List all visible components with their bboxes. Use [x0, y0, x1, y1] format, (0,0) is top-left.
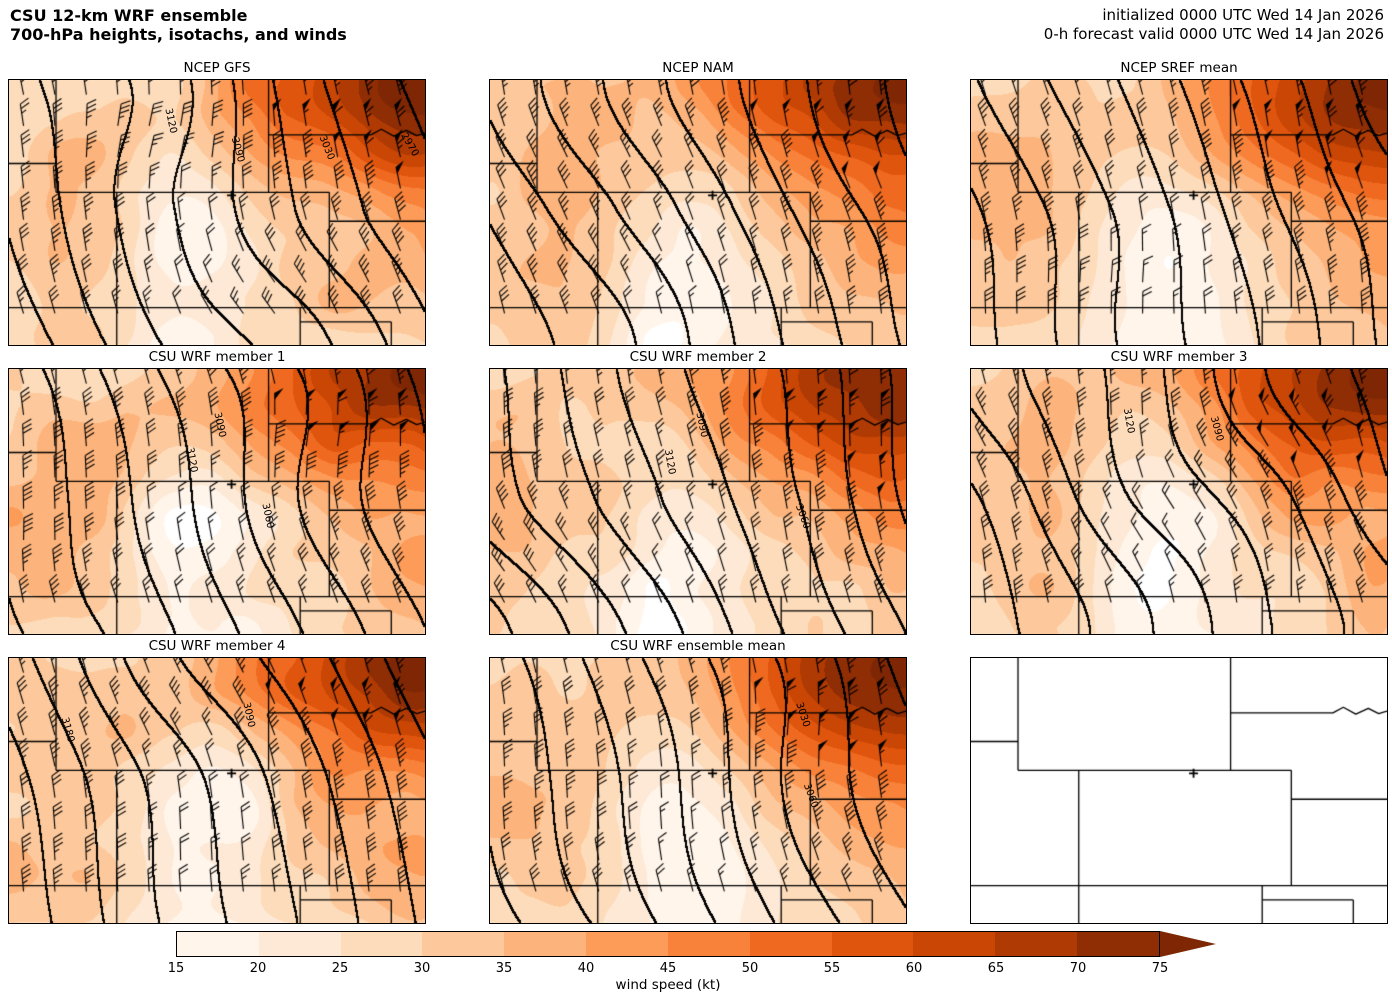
panel-cell: NCEP NAM — [489, 60, 907, 346]
panel-cell — [970, 638, 1388, 924]
map-canvas — [490, 658, 906, 923]
colorbar-tick-label: 30 — [413, 961, 431, 976]
panel-cell: CSU WRF member 1 3090 3120 3060 — [8, 349, 426, 635]
colorbar-tick-label: 55 — [823, 961, 841, 976]
panel-cell: CSU WRF member 4 3180 3090 — [8, 638, 426, 924]
colorbar-segment — [258, 932, 341, 956]
panel-title: CSU WRF member 4 — [148, 638, 286, 654]
panel-title: NCEP GFS — [183, 60, 251, 76]
colorbar-segment — [177, 932, 259, 956]
figure-title-line1: CSU 12-km WRF ensemble — [10, 6, 248, 25]
colorbar-label: wind speed (kt) — [615, 977, 721, 993]
colorbar-tick-label: 45 — [659, 961, 677, 976]
map-panel: 3090 3120 3060 — [489, 368, 907, 635]
panel-title: NCEP NAM — [662, 60, 734, 76]
colorbar-segment — [831, 932, 914, 956]
colorbar-tick-label: 50 — [741, 961, 759, 976]
panel-title: CSU WRF ensemble mean — [610, 638, 786, 654]
colorbar-segment — [1077, 932, 1159, 956]
map-panel: 3090 3120 3060 — [8, 368, 426, 635]
map-panel-blank — [970, 657, 1388, 924]
colorbar-tick-label: 35 — [495, 961, 513, 976]
panel-title: CSU WRF member 2 — [629, 349, 767, 365]
colorbar-tick-label: 65 — [987, 961, 1005, 976]
figure-title: CSU 12-km WRF ensemble 700-hPa heights, … — [10, 6, 347, 44]
panel-grid: NCEP GFS 3120 3090 3030 2970 NCEP NAM NCEP … — [8, 60, 1388, 924]
map-canvas — [490, 80, 906, 345]
colorbar-tick-label: 75 — [1151, 961, 1169, 976]
panel-cell: NCEP GFS 3120 3090 3030 2970 — [8, 60, 426, 346]
panel-cell: NCEP SREF mean — [970, 60, 1388, 346]
colorbar-segment — [586, 932, 668, 956]
colorbar-segment — [749, 932, 832, 956]
colorbar-tick-label: 20 — [249, 961, 267, 976]
figure-init-info: initialized 0000 UTC Wed 14 Jan 2026 0-h… — [1044, 6, 1384, 44]
map-canvas — [490, 369, 906, 634]
colorbar-segment — [913, 932, 996, 956]
colorbar-segment — [995, 932, 1078, 956]
panel-title: CSU WRF member 1 — [148, 349, 286, 365]
colorbar-segment — [667, 932, 750, 956]
figure-title-line2: 700-hPa heights, isotachs, and winds — [10, 25, 347, 44]
map-canvas — [971, 80, 1387, 345]
map-panel — [489, 79, 907, 346]
panel-cell: CSU WRF member 2 3090 3120 3060 — [489, 349, 907, 635]
colorbar-segments — [176, 931, 1160, 957]
colorbar-segment — [422, 932, 505, 956]
colorbar-segment — [504, 932, 587, 956]
panel-title — [970, 638, 1388, 655]
map-canvas — [971, 369, 1387, 634]
map-panel: 3120 3090 3030 2970 — [8, 79, 426, 346]
colorbar-extend-arrow — [1160, 931, 1216, 957]
colorbar-segment — [340, 932, 423, 956]
map-canvas — [9, 80, 425, 345]
colorbar-tick-label: 40 — [577, 961, 595, 976]
map-panel — [970, 79, 1388, 346]
colorbar: 15 20 25 30 35 40 45 50 55 60 65 70 75 wind speed (k… — [168, 931, 1216, 993]
colorbar-tick-label: 25 — [331, 961, 349, 976]
colorbar-tick-labels: 15 20 25 30 35 40 45 50 55 60 65 70 75 — [168, 957, 1169, 976]
init-time-text: initialized 0000 UTC Wed 14 Jan 2026 — [1102, 6, 1384, 24]
colorbar-tick-label: 15 — [167, 961, 185, 976]
valid-time-text: 0-h forecast valid 0000 UTC Wed 14 Jan 2… — [1043, 25, 1384, 43]
panel-title: NCEP SREF mean — [1120, 60, 1238, 76]
panel-cell: CSU WRF ensemble mean 3030 3060 — [489, 638, 907, 924]
map-canvas — [9, 369, 425, 634]
panel-cell: CSU WRF member 3 3120 3090 — [970, 349, 1388, 635]
colorbar-tick-label: 60 — [905, 961, 923, 976]
panel-title: CSU WRF member 3 — [1110, 349, 1248, 365]
map-panel: 3030 3060 — [489, 657, 907, 924]
map-canvas — [971, 658, 1387, 923]
map-canvas — [9, 658, 425, 923]
colorbar-tick-label: 70 — [1069, 961, 1087, 976]
map-panel: 3120 3090 — [970, 368, 1388, 635]
map-panel: 3180 3090 — [8, 657, 426, 924]
